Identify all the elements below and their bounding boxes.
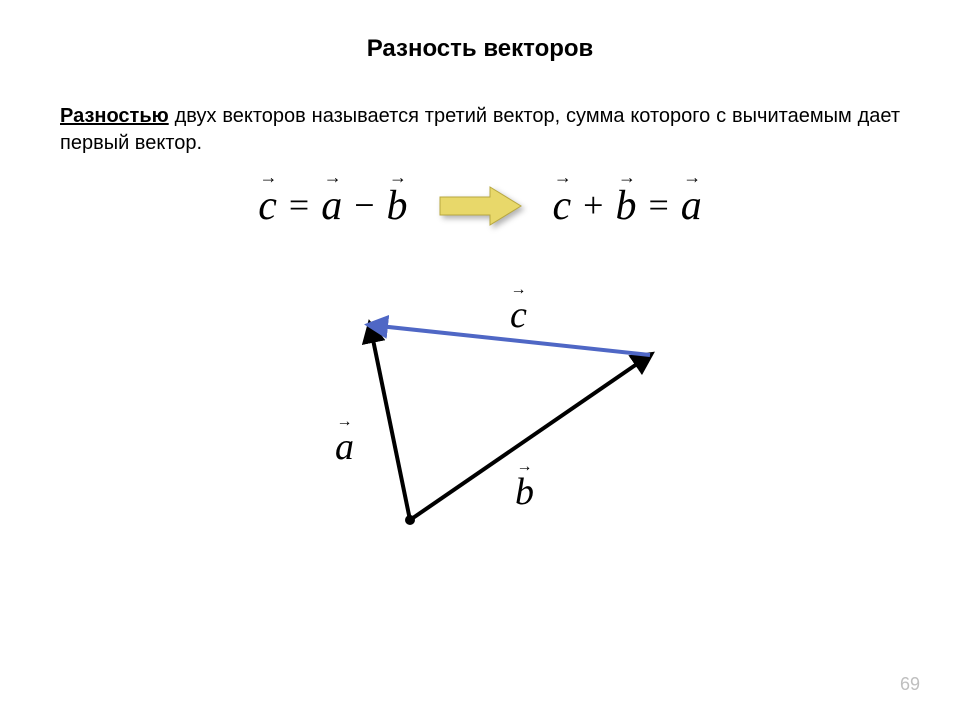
definition-keyword: Разностью — [60, 105, 169, 127]
vec-a: →a — [321, 182, 342, 230]
arrow-shape — [440, 187, 521, 225]
vec-c: →c — [553, 182, 572, 230]
equations-row: →c = →a − →b →c + →b = →a — [0, 182, 960, 230]
vec-b: →b — [615, 182, 636, 230]
vec-c: →c — [258, 182, 277, 230]
equation-left: →c = →a − →b — [258, 182, 407, 230]
implies-arrow-icon — [438, 185, 523, 227]
plus-op: + — [579, 184, 607, 226]
page-number: 69 — [900, 674, 920, 695]
label-b: →b — [515, 470, 534, 514]
label-c: →c — [510, 293, 527, 337]
vector-diagram: →c →a →b — [280, 260, 680, 550]
definition-text: Разностью двух векторов называется трети… — [0, 63, 960, 157]
equation-right: →c + →b = →a — [553, 182, 702, 230]
vec-b: →b — [387, 182, 408, 230]
vector-a — [370, 325, 410, 520]
vec-a: →a — [681, 182, 702, 230]
slide-title: Разность векторов — [0, 0, 960, 63]
origin-dot — [405, 515, 415, 525]
diagram-svg — [280, 260, 680, 550]
equals-op: = — [644, 184, 672, 226]
equals-op: = — [285, 184, 313, 226]
definition-rest: двух векторов называется третий вектор, … — [60, 105, 900, 154]
label-a: →a — [335, 425, 354, 469]
minus-op: − — [350, 184, 378, 226]
